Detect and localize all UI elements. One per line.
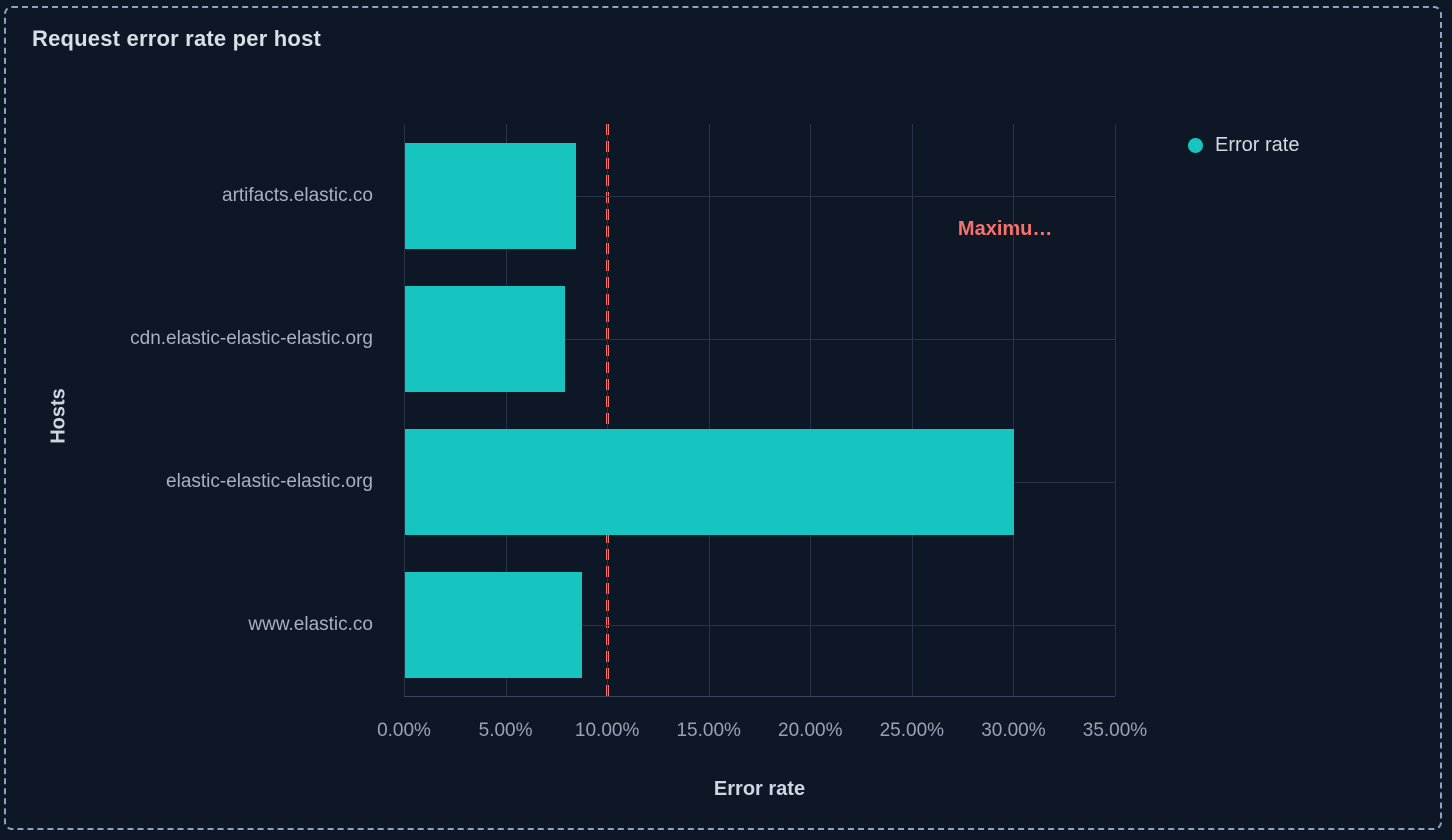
y-axis-category-label: artifacts.elastic.co: [222, 184, 373, 206]
y-axis-category-label: elastic-elastic-elastic.org: [166, 470, 373, 492]
bar-cdn.elastic-elastic-elastic.org[interactable]: [405, 285, 566, 392]
gridline-vertical: [404, 124, 405, 696]
x-axis-tick-label: 20.00%: [778, 720, 843, 741]
plot-area: Maximu…: [404, 124, 1116, 697]
bar-www.elastic.co[interactable]: [405, 571, 582, 678]
gridline-vertical: [810, 124, 812, 696]
x-axis-line: [404, 696, 1115, 697]
gridline-vertical: [607, 124, 609, 696]
reference-line-label: Maximu…: [957, 218, 1053, 240]
x-axis-tick-label: 0.00%: [377, 720, 431, 741]
x-axis-tick-label: 25.00%: [879, 720, 945, 741]
legend-item-error-rate[interactable]: Error rate: [1188, 134, 1299, 157]
x-axis-title: Error rate: [713, 778, 806, 800]
bar-artifacts.elastic.co[interactable]: [405, 142, 576, 249]
y-axis-category-label: www.elastic.co: [248, 613, 373, 635]
gridline-horizontal: [404, 338, 1115, 340]
gridline-vertical: [1115, 124, 1116, 696]
x-axis-tick-label: 30.00%: [981, 720, 1046, 741]
panel-title: Request error rate per host: [32, 26, 322, 51]
y-axis-title: Hosts: [47, 388, 70, 444]
gridline-vertical: [1013, 124, 1015, 696]
y-axis-category-label: cdn.elastic-elastic-elastic.org: [130, 327, 373, 349]
x-axis-tick-label: 15.00%: [676, 720, 741, 741]
legend-dot-icon: [1188, 138, 1203, 153]
x-axis-tick-label: 35.00%: [1082, 720, 1148, 741]
gridline-vertical: [708, 124, 710, 696]
gridline-horizontal: [404, 195, 1115, 197]
gridline-horizontal: [404, 624, 1115, 626]
gridline-vertical: [911, 124, 913, 696]
x-axis-tick-label: 5.00%: [478, 720, 533, 741]
bar-elastic-elastic-elastic.org[interactable]: [405, 428, 1015, 535]
legend-label: Error rate: [1215, 134, 1300, 156]
chart-panel: Request error rate per host Hosts Maximu…: [4, 6, 1442, 830]
gridline-vertical: [505, 124, 507, 696]
x-axis-tick-label: 10.00%: [574, 720, 640, 741]
